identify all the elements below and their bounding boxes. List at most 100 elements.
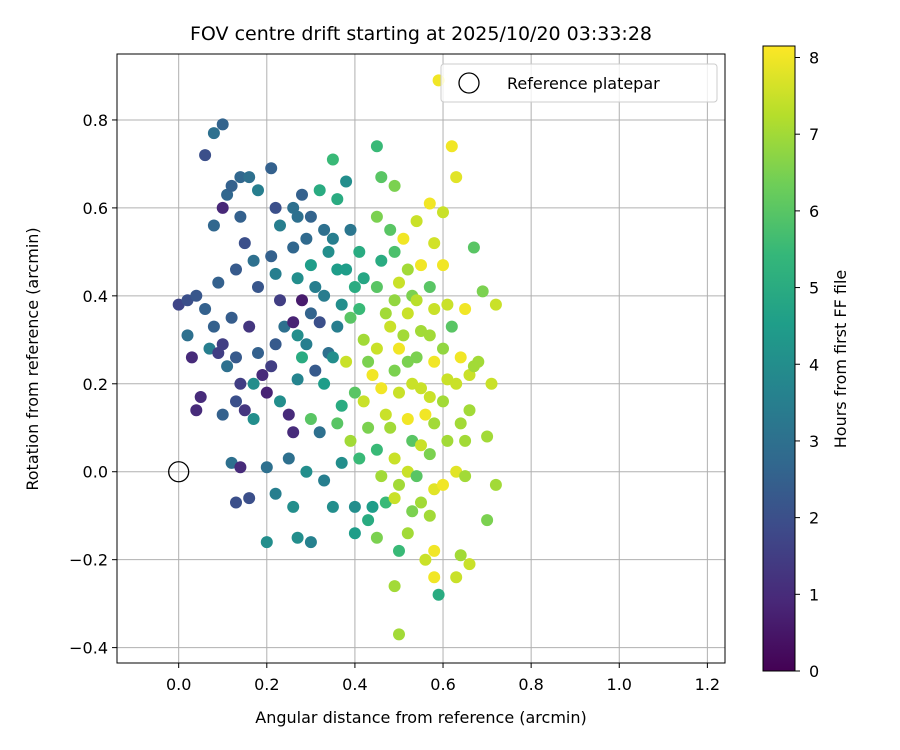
data-point (423, 329, 436, 342)
data-point (375, 254, 388, 267)
data-point (269, 487, 282, 500)
legend-label: Reference platepar (507, 74, 660, 93)
data-point (379, 307, 392, 320)
data-point (230, 395, 242, 408)
data-point (362, 355, 375, 368)
data-point (300, 338, 313, 351)
data-point (252, 281, 264, 293)
data-point (348, 281, 361, 293)
data-point (459, 303, 472, 315)
data-point (340, 355, 353, 368)
data-point (353, 303, 366, 315)
data-point (428, 417, 441, 430)
data-point (410, 215, 423, 228)
data-point (348, 527, 361, 540)
data-point (344, 434, 357, 447)
data-point (212, 276, 225, 289)
data-point (423, 197, 436, 210)
reference-layer (168, 461, 190, 483)
data-point (282, 452, 295, 465)
data-point (375, 382, 388, 395)
data-point (230, 263, 242, 276)
data-point (216, 408, 229, 421)
data-point (238, 404, 251, 417)
colorbar-label: Hours from first FF file (831, 270, 850, 449)
colorbar: 0 1 2 3 4 5 6 7 8 Hours from first FF file (762, 45, 850, 681)
data-point (428, 355, 441, 368)
data-point (401, 413, 414, 425)
data-point (362, 514, 375, 527)
x-tick-label: 0.6 (430, 675, 455, 694)
data-point (326, 232, 339, 245)
data-point (388, 245, 401, 258)
data-point (309, 281, 322, 293)
data-point (335, 298, 348, 311)
data-point (199, 149, 212, 162)
data-point (252, 184, 264, 197)
data-point (454, 417, 467, 430)
data-point (437, 342, 449, 355)
data-point (375, 470, 388, 483)
data-point (287, 426, 300, 439)
x-tick-label: 1.0 (607, 675, 632, 694)
data-point (423, 448, 436, 461)
colorbar-tick-label: 7 (809, 125, 819, 144)
data-point (216, 118, 229, 131)
data-point (428, 544, 441, 557)
data-point (485, 377, 498, 390)
data-point (476, 285, 489, 298)
data-point (318, 289, 331, 302)
data-point (357, 395, 370, 408)
x-tick-label: 0.0 (166, 675, 191, 694)
data-point (370, 531, 383, 544)
data-point (366, 369, 379, 381)
colorbar-tick-label: 6 (809, 202, 819, 221)
data-point (296, 351, 308, 364)
data-point (423, 391, 436, 403)
data-point (190, 404, 203, 417)
data-point (353, 245, 366, 258)
y-tick-label: −0.4 (69, 639, 108, 658)
data-point (366, 500, 379, 513)
data-point (287, 241, 300, 254)
colorbar-tick-label: 8 (809, 49, 819, 68)
data-point (384, 223, 397, 236)
data-point (481, 430, 494, 443)
data-point (415, 439, 427, 452)
data-point (216, 338, 229, 351)
data-point (331, 320, 344, 333)
data-point (410, 351, 423, 364)
data-point (370, 210, 383, 223)
data-point (388, 294, 401, 307)
data-point (348, 386, 361, 399)
data-point (274, 294, 286, 307)
data-point (419, 553, 432, 566)
data-point (348, 500, 361, 513)
chart-title: FOV centre drift starting at 2025/10/20 … (190, 23, 652, 45)
data-point (304, 536, 317, 549)
data-point (260, 536, 273, 549)
data-point (467, 241, 480, 254)
data-point (238, 237, 251, 250)
data-point (401, 307, 414, 320)
data-point (370, 342, 383, 355)
data-point (300, 232, 313, 245)
data-point (322, 245, 335, 258)
data-point (384, 421, 397, 434)
data-point (415, 496, 427, 509)
data-point (335, 399, 348, 412)
data-point (313, 184, 326, 197)
data-point (375, 171, 388, 184)
data-point (287, 500, 300, 513)
data-point (207, 127, 220, 140)
data-point (401, 527, 414, 540)
data-point (304, 259, 317, 272)
data-point (397, 232, 410, 245)
data-point (216, 201, 229, 214)
data-point (309, 364, 322, 377)
data-point (331, 193, 344, 206)
data-point (234, 210, 247, 223)
data-point (269, 267, 282, 280)
data-point (463, 558, 476, 571)
